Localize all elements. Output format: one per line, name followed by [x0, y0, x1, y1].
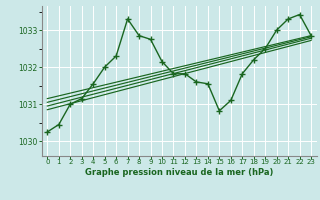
X-axis label: Graphe pression niveau de la mer (hPa): Graphe pression niveau de la mer (hPa) [85, 168, 273, 177]
